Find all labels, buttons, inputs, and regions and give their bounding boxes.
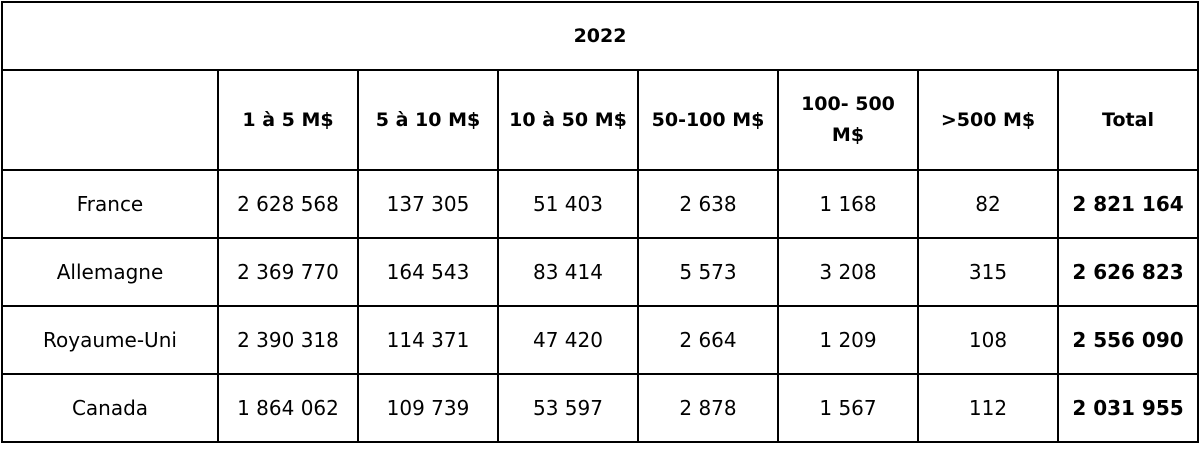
table-cell: 1 209 [777, 305, 919, 375]
table-cell: 47 420 [497, 305, 639, 375]
total-cell: 2 626 823 [1056, 237, 1200, 307]
table-cell: 2 878 [637, 373, 779, 443]
column-header: 1 à 5 M$ [217, 69, 359, 171]
table-cell: 137 305 [357, 169, 499, 239]
table-title: 2022 [0, 1, 1200, 71]
column-header: 100- 500 M$ [777, 69, 919, 171]
table-row: Canada 1 864 062 109 739 53 597 2 878 1 567 11… [1, 373, 1200, 443]
table-cell: 2 390 318 [217, 305, 359, 375]
total-cell: 2 031 955 [1056, 373, 1200, 443]
row-label: Canada [1, 373, 219, 443]
table-cell: 108 [917, 305, 1059, 375]
table-cell: 51 403 [497, 169, 639, 239]
row-label: Allemagne [1, 237, 219, 307]
column-header: 5 à 10 M$ [357, 69, 499, 171]
table-cell: 2 638 [637, 169, 779, 239]
table-cell: 1 567 [777, 373, 919, 443]
table-row: Royaume-Uni 2 390 318 114 371 47 420 2 664 1 … [1, 305, 1200, 375]
table-cell: 1 168 [777, 169, 919, 239]
column-header: >500 M$ [917, 69, 1059, 171]
table-cell: 83 414 [497, 237, 639, 307]
table-cell: 3 208 [777, 237, 919, 307]
table-row: Allemagne 2 369 770 164 543 83 414 5 573 3 20… [1, 237, 1200, 307]
row-label: Royaume-Uni [1, 305, 219, 375]
table-body: France 2 628 568 137 305 51 403 2 638 1 168 82… [1, 169, 1200, 443]
table-cell: 2 664 [637, 305, 779, 375]
column-header-total: Total [1056, 69, 1200, 171]
column-header: 10 à 50 M$ [497, 69, 639, 171]
table-cell: 315 [917, 237, 1059, 307]
header-row: 1 à 5 M$ 5 à 10 M$ 10 à 50 M$ 50-100 M$ … [1, 69, 1200, 171]
table-row: France 2 628 568 137 305 51 403 2 638 1 168 82… [1, 169, 1200, 239]
table-cell: 53 597 [497, 373, 639, 443]
column-header [1, 69, 219, 171]
table-cell: 164 543 [357, 237, 499, 307]
row-label: France [1, 169, 219, 239]
table-cell: 5 573 [637, 237, 779, 307]
column-header: 50-100 M$ [637, 69, 779, 171]
table-cell: 2 369 770 [217, 237, 359, 307]
table-cell: 109 739 [357, 373, 499, 443]
table-cell: 2 628 568 [217, 169, 359, 239]
table-cell: 1 864 062 [217, 373, 359, 443]
table-cell: 114 371 [357, 305, 499, 375]
table-cell: 112 [917, 373, 1059, 443]
total-cell: 2 821 164 [1056, 169, 1200, 239]
title-row: 2022 [0, 1, 1200, 71]
table-cell: 82 [917, 169, 1059, 239]
total-cell: 2 556 090 [1056, 305, 1200, 375]
